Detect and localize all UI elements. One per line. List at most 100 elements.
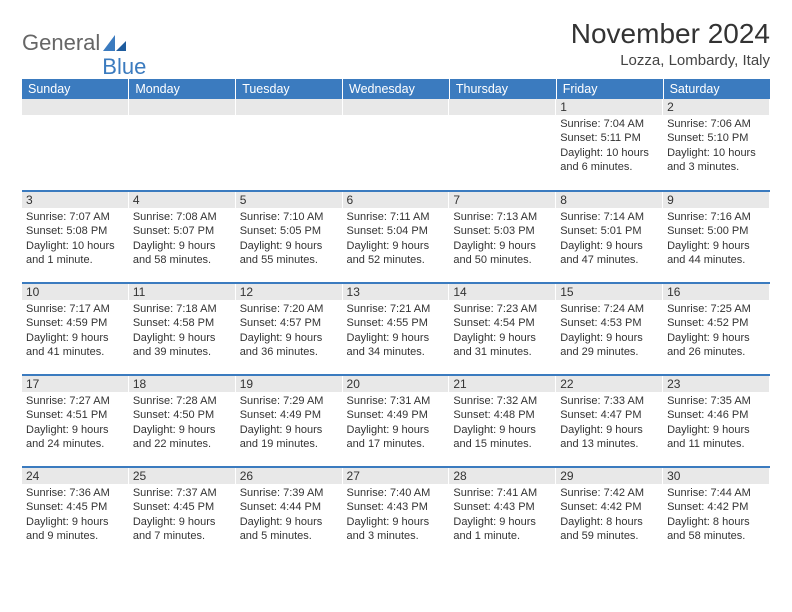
day-details: Sunrise: 7:33 AMSunset: 4:47 PMDaylight:… (556, 392, 663, 455)
sunrise-text: Sunrise: 7:10 AM (240, 210, 339, 224)
day-cell (449, 99, 556, 191)
sunrise-text: Sunrise: 7:08 AM (133, 210, 232, 224)
daylight-text: Daylight: 8 hours and 58 minutes. (667, 515, 766, 544)
sunset-text: Sunset: 4:55 PM (347, 316, 446, 330)
sunrise-text: Sunrise: 7:04 AM (560, 117, 659, 131)
day-header: Wednesday (343, 79, 450, 99)
day-details: Sunrise: 7:14 AMSunset: 5:01 PMDaylight:… (556, 208, 663, 271)
day-cell: 11Sunrise: 7:18 AMSunset: 4:58 PMDayligh… (129, 283, 236, 375)
day-number: 3 (22, 192, 129, 208)
day-details: Sunrise: 7:07 AMSunset: 5:08 PMDaylight:… (22, 208, 129, 271)
day-cell: 13Sunrise: 7:21 AMSunset: 4:55 PMDayligh… (343, 283, 450, 375)
sunset-text: Sunset: 4:54 PM (453, 316, 552, 330)
day-number: 19 (236, 376, 343, 392)
day-details: Sunrise: 7:11 AMSunset: 5:04 PMDaylight:… (343, 208, 450, 271)
day-number (343, 99, 450, 115)
day-cell (129, 99, 236, 191)
daylight-text: Daylight: 9 hours and 19 minutes. (240, 423, 339, 452)
sunrise-text: Sunrise: 7:33 AM (560, 394, 659, 408)
day-header: Tuesday (236, 79, 343, 99)
sunrise-text: Sunrise: 7:29 AM (240, 394, 339, 408)
sunrise-text: Sunrise: 7:32 AM (453, 394, 552, 408)
day-details: Sunrise: 7:04 AMSunset: 5:11 PMDaylight:… (556, 115, 663, 178)
sunrise-text: Sunrise: 7:17 AM (26, 302, 125, 316)
day-details: Sunrise: 7:17 AMSunset: 4:59 PMDaylight:… (22, 300, 129, 363)
day-details: Sunrise: 7:37 AMSunset: 4:45 PMDaylight:… (129, 484, 236, 547)
day-number: 5 (236, 192, 343, 208)
sunrise-text: Sunrise: 7:20 AM (240, 302, 339, 316)
daylight-text: Daylight: 9 hours and 9 minutes. (26, 515, 125, 544)
sunrise-text: Sunrise: 7:44 AM (667, 486, 766, 500)
sunset-text: Sunset: 4:43 PM (453, 500, 552, 514)
day-number (236, 99, 343, 115)
day-number: 10 (22, 284, 129, 300)
sunset-text: Sunset: 4:52 PM (667, 316, 766, 330)
day-details: Sunrise: 7:32 AMSunset: 4:48 PMDaylight:… (449, 392, 556, 455)
sunset-text: Sunset: 4:42 PM (560, 500, 659, 514)
day-cell (22, 99, 129, 191)
day-cell: 8Sunrise: 7:14 AMSunset: 5:01 PMDaylight… (556, 191, 663, 283)
day-number: 15 (556, 284, 663, 300)
day-cell: 22Sunrise: 7:33 AMSunset: 4:47 PMDayligh… (556, 375, 663, 467)
day-cell: 12Sunrise: 7:20 AMSunset: 4:57 PMDayligh… (236, 283, 343, 375)
sunrise-text: Sunrise: 7:18 AM (133, 302, 232, 316)
day-details: Sunrise: 7:42 AMSunset: 4:42 PMDaylight:… (556, 484, 663, 547)
daylight-text: Daylight: 9 hours and 31 minutes. (453, 331, 552, 360)
daylight-text: Daylight: 9 hours and 47 minutes. (560, 239, 659, 268)
daylight-text: Daylight: 9 hours and 17 minutes. (347, 423, 446, 452)
daylight-text: Daylight: 9 hours and 50 minutes. (453, 239, 552, 268)
sunrise-text: Sunrise: 7:39 AM (240, 486, 339, 500)
day-number (129, 99, 236, 115)
day-cell: 21Sunrise: 7:32 AMSunset: 4:48 PMDayligh… (449, 375, 556, 467)
day-cell: 26Sunrise: 7:39 AMSunset: 4:44 PMDayligh… (236, 467, 343, 559)
day-cell: 14Sunrise: 7:23 AMSunset: 4:54 PMDayligh… (449, 283, 556, 375)
location-text: Lozza, Lombardy, Italy (571, 52, 770, 69)
daylight-text: Daylight: 10 hours and 6 minutes. (560, 146, 659, 175)
day-number: 16 (663, 284, 770, 300)
sunrise-text: Sunrise: 7:37 AM (133, 486, 232, 500)
sunrise-text: Sunrise: 7:28 AM (133, 394, 232, 408)
day-number: 7 (449, 192, 556, 208)
daylight-text: Daylight: 10 hours and 3 minutes. (667, 146, 766, 175)
day-number (22, 99, 129, 115)
daylight-text: Daylight: 9 hours and 55 minutes. (240, 239, 339, 268)
day-details: Sunrise: 7:28 AMSunset: 4:50 PMDaylight:… (129, 392, 236, 455)
day-cell: 25Sunrise: 7:37 AMSunset: 4:45 PMDayligh… (129, 467, 236, 559)
day-details: Sunrise: 7:06 AMSunset: 5:10 PMDaylight:… (663, 115, 770, 178)
daylight-text: Daylight: 9 hours and 39 minutes. (133, 331, 232, 360)
day-number: 28 (449, 468, 556, 484)
day-number: 23 (663, 376, 770, 392)
day-number: 6 (343, 192, 450, 208)
sunset-text: Sunset: 4:47 PM (560, 408, 659, 422)
day-cell (343, 99, 450, 191)
day-details: Sunrise: 7:16 AMSunset: 5:00 PMDaylight:… (663, 208, 770, 271)
day-cell: 19Sunrise: 7:29 AMSunset: 4:49 PMDayligh… (236, 375, 343, 467)
day-cell: 16Sunrise: 7:25 AMSunset: 4:52 PMDayligh… (663, 283, 770, 375)
brand-sail-icon (102, 33, 128, 53)
day-header: Saturday (663, 79, 770, 99)
day-number: 18 (129, 376, 236, 392)
brand-word2: Blue (102, 54, 146, 80)
day-header: Monday (129, 79, 236, 99)
day-details: Sunrise: 7:13 AMSunset: 5:03 PMDaylight:… (449, 208, 556, 271)
day-cell: 6Sunrise: 7:11 AMSunset: 5:04 PMDaylight… (343, 191, 450, 283)
day-header: Sunday (22, 79, 129, 99)
day-number: 21 (449, 376, 556, 392)
sunset-text: Sunset: 5:05 PM (240, 224, 339, 238)
sunset-text: Sunset: 4:46 PM (667, 408, 766, 422)
daylight-text: Daylight: 9 hours and 29 minutes. (560, 331, 659, 360)
sunrise-text: Sunrise: 7:07 AM (26, 210, 125, 224)
sunrise-text: Sunrise: 7:41 AM (453, 486, 552, 500)
daylight-text: Daylight: 9 hours and 22 minutes. (133, 423, 232, 452)
day-cell: 10Sunrise: 7:17 AMSunset: 4:59 PMDayligh… (22, 283, 129, 375)
page-header: General Blue November 2024 Lozza, Lombar… (22, 18, 770, 69)
sunrise-text: Sunrise: 7:16 AM (667, 210, 766, 224)
day-details: Sunrise: 7:35 AMSunset: 4:46 PMDaylight:… (663, 392, 770, 455)
day-details: Sunrise: 7:27 AMSunset: 4:51 PMDaylight:… (22, 392, 129, 455)
day-cell: 2Sunrise: 7:06 AMSunset: 5:10 PMDaylight… (663, 99, 770, 191)
sunset-text: Sunset: 4:42 PM (667, 500, 766, 514)
day-number: 26 (236, 468, 343, 484)
day-number: 29 (556, 468, 663, 484)
sunrise-text: Sunrise: 7:11 AM (347, 210, 446, 224)
day-details: Sunrise: 7:29 AMSunset: 4:49 PMDaylight:… (236, 392, 343, 455)
